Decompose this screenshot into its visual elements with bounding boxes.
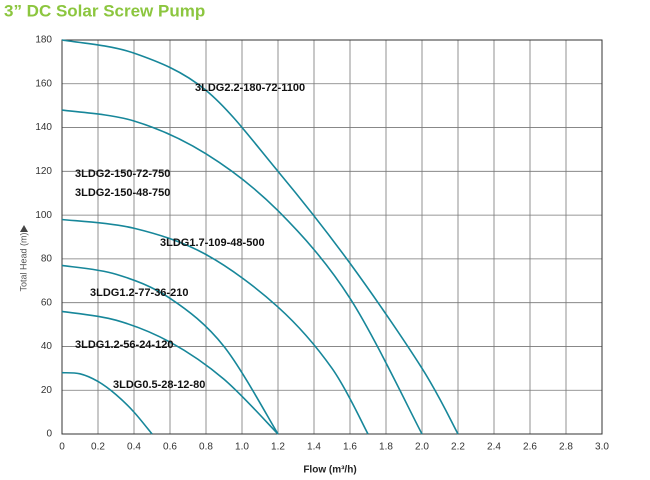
x-tick-label: 1.6 <box>343 442 357 453</box>
y-tick-label: 100 <box>35 210 52 221</box>
curve <box>61 109 423 435</box>
y-axis-label: Total Head (m) <box>18 232 28 291</box>
x-tick-label: 1.8 <box>379 442 393 453</box>
annotation: 3LDG2-150-48-750 <box>75 187 170 199</box>
x-tick-label: 2.0 <box>415 442 429 453</box>
x-tick-label: 0.4 <box>127 442 141 453</box>
curve <box>61 264 279 435</box>
y-tick-label: 60 <box>41 297 53 308</box>
axis-arrow <box>20 225 28 232</box>
x-tick-label: 3.0 <box>595 442 609 453</box>
curve <box>61 310 279 435</box>
x-tick-label: 2.4 <box>487 442 501 453</box>
x-tick-label: 1.2 <box>271 442 285 453</box>
curve-label: 3LDG1.2-77-36-210 <box>90 287 188 299</box>
x-tick-label: 2.6 <box>523 442 537 453</box>
x-tick-label: 2.2 <box>451 442 465 453</box>
curve-label: 3LDG1.7-109-48-500 <box>160 237 265 249</box>
x-tick-label: 1.4 <box>307 442 321 453</box>
chart-title: 3” DC Solar Screw Pump <box>4 1 205 20</box>
x-tick-label: 0.8 <box>199 442 213 453</box>
y-tick-label: 120 <box>35 166 52 177</box>
x-tick-label: 0.6 <box>163 442 177 453</box>
y-tick-label: 40 <box>41 341 53 352</box>
curve <box>61 39 459 435</box>
x-tick-label: 0 <box>59 442 65 453</box>
y-tick-label: 140 <box>35 122 52 133</box>
x-tick-label: 0.2 <box>91 442 105 453</box>
x-axis-label: Flow (m³/h) <box>303 465 356 476</box>
curve-label: 3LDG2.2-180-72-1100 <box>195 82 305 94</box>
y-tick-label: 80 <box>41 254 53 265</box>
y-tick-label: 0 <box>46 429 52 440</box>
curve <box>61 218 369 435</box>
x-tick-label: 1.0 <box>235 442 249 453</box>
curve-label: 3LDG1.2-56-24-120 <box>75 339 173 351</box>
x-tick-label: 2.8 <box>559 442 573 453</box>
y-tick-label: 160 <box>35 78 52 89</box>
curve-label: 3LDG0.5-28-12-80 <box>113 379 205 391</box>
curve <box>61 371 153 435</box>
y-tick-label: 180 <box>35 35 52 46</box>
curve-label: 3LDG2-150-72-750 <box>75 168 170 180</box>
plot-frame <box>61 39 603 435</box>
y-tick-label: 20 <box>41 385 53 396</box>
